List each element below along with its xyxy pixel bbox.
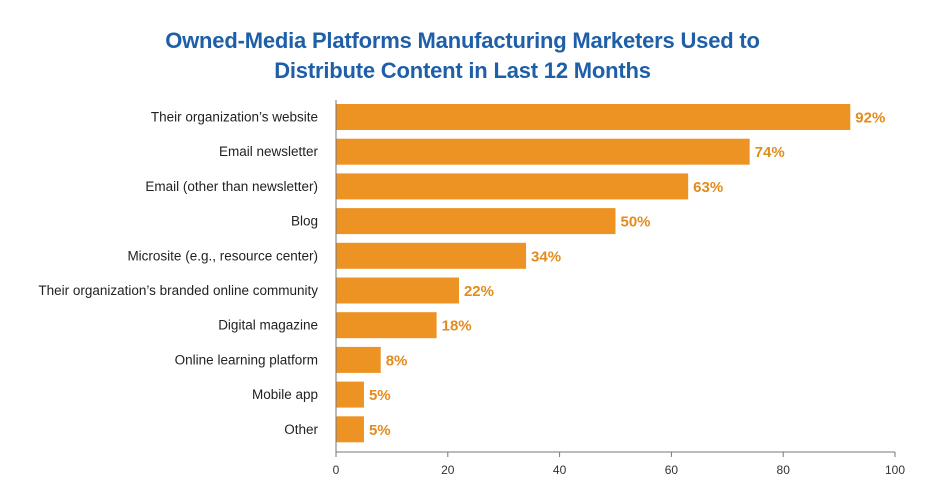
bar-8	[336, 346, 381, 373]
category-label-10: Other	[284, 422, 318, 437]
bar-7	[336, 312, 437, 339]
x-tick-label-20: 20	[441, 463, 455, 477]
bar-4	[336, 208, 616, 235]
value-label-7: 18%	[442, 318, 472, 335]
chart-title-line-2: Distribute Content in Last 12 Months	[274, 58, 651, 83]
category-label-3: Email (other than newsletter)	[145, 179, 318, 194]
value-label-6: 22%	[464, 283, 494, 300]
bars-layer	[336, 104, 851, 443]
value-label-3: 63%	[693, 179, 723, 196]
value-label-5: 34%	[531, 248, 561, 265]
bar-3	[336, 173, 689, 200]
bar-1	[336, 104, 851, 130]
category-label-8: Online learning platform	[175, 352, 318, 367]
bar-10	[336, 416, 364, 443]
value-label-2: 74%	[755, 144, 785, 161]
bar-5	[336, 242, 527, 269]
x-tick-label-0: 0	[333, 463, 340, 477]
category-labels-layer: Their organization’s website Email newsle…	[38, 110, 318, 437]
bar-9	[336, 381, 364, 408]
x-tick-label-60: 60	[665, 463, 679, 477]
category-label-7: Digital magazine	[218, 318, 318, 333]
category-label-5: Microsite (e.g., resource center)	[127, 248, 318, 263]
value-labels-layer: 92% 74% 63% 50% 34% 22% 18% 8% 5% 5%	[369, 110, 885, 439]
value-label-10: 5%	[369, 422, 391, 439]
x-tick-label-40: 40	[553, 463, 567, 477]
category-label-9: Mobile app	[252, 387, 318, 402]
category-label-4: Blog	[291, 214, 318, 229]
axis-layer: 0 20 40 60 80 100	[333, 100, 905, 477]
value-label-1: 92%	[855, 110, 885, 127]
bar-6	[336, 277, 459, 304]
value-label-8: 8%	[386, 352, 408, 369]
chart-title: Owned-Media Platforms Manufacturing Mark…	[0, 26, 925, 86]
x-tick-label-100: 100	[885, 463, 905, 477]
category-label-2: Email newsletter	[219, 144, 319, 159]
bar-2	[336, 138, 750, 165]
value-label-9: 5%	[369, 387, 391, 404]
category-label-1: Their organization’s website	[151, 110, 318, 125]
value-label-4: 50%	[621, 214, 651, 231]
chart-title-line-1: Owned-Media Platforms Manufacturing Mark…	[165, 28, 760, 53]
category-label-6: Their organization’s branded online comm…	[38, 283, 318, 298]
x-tick-label-80: 80	[777, 463, 791, 477]
